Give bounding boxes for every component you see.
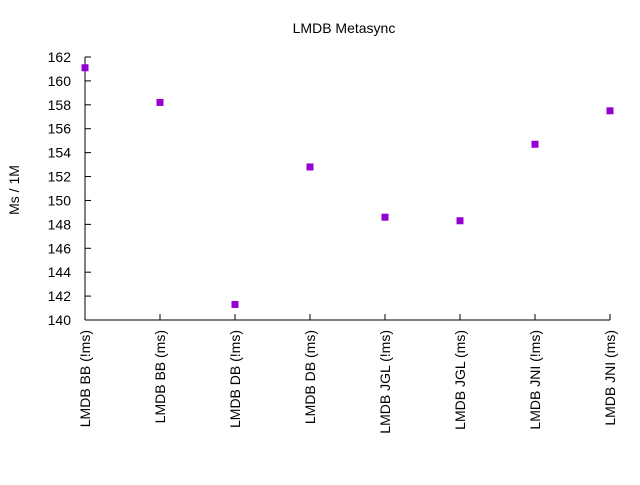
y-axis-label: Ms / 1M bbox=[6, 165, 22, 215]
axes bbox=[84, 57, 610, 321]
chart-title: LMDB Metasync bbox=[293, 20, 396, 36]
data-point bbox=[81, 64, 89, 72]
y-tick-label: 144 bbox=[48, 264, 72, 280]
data-point bbox=[381, 213, 389, 221]
data-point bbox=[456, 217, 464, 225]
y-tick-label: 146 bbox=[48, 240, 72, 256]
y-tick-label: 142 bbox=[48, 288, 72, 304]
x-tick-label: LMDB DB (!ms) bbox=[227, 330, 243, 428]
x-tick-label: LMDB JNI (!ms) bbox=[527, 330, 543, 430]
y-tick-label: 140 bbox=[48, 312, 72, 328]
x-tick-label: LMDB JNI (ms) bbox=[602, 330, 618, 426]
data-point bbox=[306, 163, 314, 171]
y-tick-label: 160 bbox=[48, 73, 72, 89]
y-tick-label: 156 bbox=[48, 121, 72, 137]
x-tick-label: LMDB DB (ms) bbox=[302, 330, 318, 424]
y-ticks: 140 142 144 146 148 150 152 154 156 158 160 162 bbox=[48, 49, 91, 328]
x-tick-label: LMDB BB (!ms) bbox=[77, 330, 93, 427]
y-tick-label: 152 bbox=[48, 169, 72, 185]
data-point bbox=[231, 300, 239, 308]
data-points bbox=[81, 64, 614, 308]
y-tick-label: 150 bbox=[48, 192, 72, 208]
y-tick-label: 158 bbox=[48, 97, 72, 113]
x-tick-label: LMDB BB (ms) bbox=[152, 330, 168, 423]
x-ticks: LMDB BB (!ms) LMDB BB (ms) LMDB DB (!ms) LM… bbox=[77, 314, 618, 434]
data-point bbox=[531, 140, 539, 148]
y-tick-label: 162 bbox=[48, 49, 72, 65]
data-point bbox=[606, 107, 614, 115]
x-tick-label: LMDB JGL (!ms) bbox=[377, 330, 393, 434]
data-point bbox=[156, 98, 164, 106]
y-tick-label: 148 bbox=[48, 216, 72, 232]
x-tick-label: LMDB JGL (ms) bbox=[452, 330, 468, 430]
y-tick-label: 154 bbox=[48, 145, 72, 161]
